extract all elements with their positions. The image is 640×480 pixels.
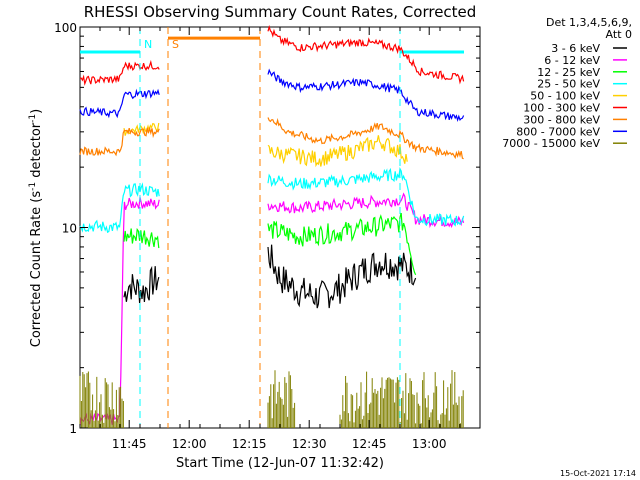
marker-label-1: S xyxy=(172,38,179,51)
legend-label-7: 800 - 7000 keV xyxy=(516,125,600,138)
series-line-4-1 xyxy=(267,135,408,168)
timestamp-annotation: 15-Oct-2021 17:14 xyxy=(560,469,636,478)
marker-label-0: N xyxy=(144,38,152,51)
legend-label-3: 25 - 50 keV xyxy=(537,78,600,91)
x-tick-label-2: 12:15 xyxy=(232,437,267,451)
x-tick-label-3: 12:30 xyxy=(292,437,327,451)
legend-title-line-1: Det 1,3,4,5,6,9, xyxy=(546,16,632,29)
series-line-5-0 xyxy=(79,59,160,86)
legend-label-6: 300 - 800 keV xyxy=(523,113,600,126)
series-line-0-0 xyxy=(123,265,160,304)
series-line-2-1 xyxy=(267,212,417,276)
y-tick-label-2: 100 xyxy=(54,21,77,35)
series-line-8-1 xyxy=(267,370,296,428)
series-line-4-0 xyxy=(123,122,160,136)
legend-label-4: 50 - 100 keV xyxy=(530,90,600,103)
legend-label-1: 6 - 12 keV xyxy=(544,54,600,67)
level-lines xyxy=(80,36,464,54)
series-line-3-0 xyxy=(79,182,160,234)
series-line-1-1 xyxy=(267,192,465,229)
legend-label-5: 100 - 300 keV xyxy=(523,102,600,115)
y-axis-label: Corrected Count Rate (s-1 detector-1) xyxy=(28,109,44,347)
y-tick-label-0: 1 xyxy=(69,422,77,436)
series-group xyxy=(79,24,465,428)
series-line-0-1 xyxy=(267,244,417,309)
series-line-6-0 xyxy=(79,126,160,157)
series-line-6-1 xyxy=(267,117,464,160)
legend-title-line-2: Att 0 xyxy=(606,28,632,41)
series-line-7-1 xyxy=(267,68,465,123)
series-line-8-0 xyxy=(79,371,124,428)
legend-label-0: 3 - 6 keV xyxy=(551,42,600,55)
x-tick-label-1: 12:00 xyxy=(172,437,207,451)
legend-label-8: 7000 - 15000 keV xyxy=(502,137,600,150)
legend-label-2: 12 - 25 keV xyxy=(537,66,600,79)
x-tick-label-4: 12:45 xyxy=(352,437,387,451)
series-line-3-1 xyxy=(267,167,465,227)
axes: 1 10 100 11:45 12:00 12:15 12:30 12:45 13:00 xyxy=(54,21,481,451)
x-axis-label: Start Time (12-Jun-07 11:32:42) xyxy=(176,456,384,471)
x-tick-label-5: 13:00 xyxy=(412,437,447,451)
y-tick-label-1: 10 xyxy=(62,222,77,236)
chart-title: RHESSI Observing Summary Count Rates, Co… xyxy=(84,3,477,21)
series-line-7-0 xyxy=(79,88,160,119)
series-line-5-1 xyxy=(267,24,465,85)
series-line-2-0 xyxy=(123,227,160,249)
series-line-8-2 xyxy=(339,370,464,428)
x-tick-label-0: 11:45 xyxy=(112,437,147,451)
